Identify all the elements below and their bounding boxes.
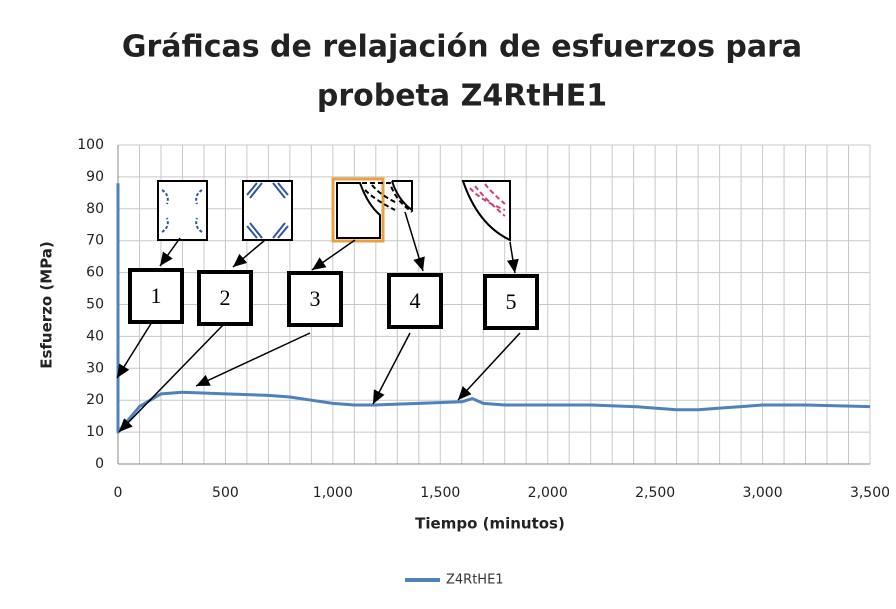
annotation-box [197, 270, 253, 326]
icon-lines [336, 182, 381, 239]
y-axis-label: Esfuerzo (MPa) [38, 241, 56, 369]
icon [461, 180, 511, 242]
arrows [116, 211, 521, 433]
annotation-label: 1 [151, 283, 162, 308]
y-tick-label: 10 [86, 424, 104, 440]
arrow [159, 237, 181, 267]
y-tick-label: 80 [86, 201, 104, 217]
y-tick-label: 50 [86, 297, 104, 313]
x-tick-label: 3,000 [743, 485, 783, 501]
x-tick-label: 2,000 [528, 485, 568, 501]
x-tick-label: 3,500 [850, 485, 890, 501]
y-tick-label: 90 [86, 169, 104, 185]
y-tick-label: 0 [95, 456, 104, 472]
annotation-label: 2 [220, 285, 231, 310]
arrow [506, 241, 519, 274]
data-line [116, 183, 871, 434]
icon-lines [246, 182, 289, 239]
arrow [195, 332, 311, 387]
annotation-box [128, 268, 184, 324]
annotation-label: 5 [506, 289, 517, 314]
x-tick-label: 2,500 [635, 485, 675, 501]
annotation-box [483, 274, 539, 330]
chart-subtitle: probeta Z4RtHE1 [317, 79, 607, 114]
y-tick-label: 70 [86, 233, 104, 249]
icon-lines [391, 180, 413, 212]
x-tick-label: 0 [114, 485, 123, 501]
annotation-label: 4 [410, 288, 421, 313]
x-axis-label: Tiempo (minutos) [415, 515, 565, 533]
annotations: 1 2 3 4 5 [128, 268, 539, 330]
x-tick-label: 500 [212, 485, 239, 501]
y-tick-label: 20 [86, 392, 104, 408]
y-tick-label: 60 [86, 265, 104, 281]
y-tick-label: 40 [86, 328, 104, 344]
x-tick-label: 1,500 [420, 485, 460, 501]
icon [157, 180, 208, 241]
x-tick-label: 1,000 [313, 485, 353, 501]
annotation-label: 3 [310, 286, 321, 311]
arrow [232, 239, 266, 268]
arrow [457, 332, 521, 401]
arrow [118, 323, 225, 433]
arrow [311, 239, 356, 271]
icons [157, 177, 511, 243]
chart-title: Gráficas de relajación de esfuerzos para [122, 30, 802, 65]
y-tick-label: 100 [77, 137, 104, 153]
icon-lines [362, 182, 413, 213]
plot [116, 183, 871, 434]
legend-label: Z4RtHE1 [446, 573, 504, 588]
arrow [372, 332, 411, 405]
arrow [116, 321, 153, 379]
annotation-box [387, 273, 443, 329]
arrow [404, 211, 425, 272]
annotation-box [287, 271, 343, 327]
icon-lines [469, 183, 506, 217]
y-tick-label: 30 [86, 360, 104, 376]
